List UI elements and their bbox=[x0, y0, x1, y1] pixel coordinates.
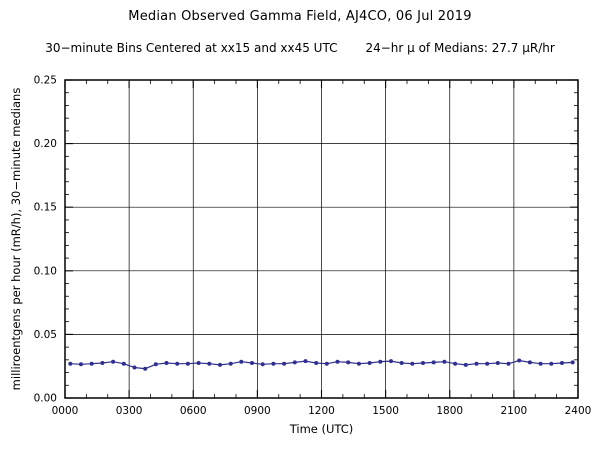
data-point-marker bbox=[389, 359, 393, 364]
data-point-marker bbox=[292, 360, 297, 365]
x-tick-label: 0300 bbox=[116, 405, 143, 417]
data-point-marker bbox=[560, 361, 564, 365]
data-point-marker bbox=[143, 366, 148, 371]
data-point-marker bbox=[356, 361, 361, 366]
data-point-marker bbox=[121, 361, 126, 366]
x-axis-title: Time (UTC) bbox=[289, 422, 354, 436]
data-point-marker bbox=[453, 361, 458, 366]
data-point-marker bbox=[421, 361, 425, 365]
data-point-marker bbox=[89, 361, 94, 366]
data-point-marker bbox=[463, 362, 468, 367]
y-tick-label: 0.05 bbox=[34, 329, 57, 341]
data-point-marker bbox=[527, 360, 532, 365]
y-tick-label: 0.00 bbox=[34, 393, 57, 405]
plot-box bbox=[64, 79, 579, 399]
data-point-marker bbox=[271, 361, 276, 366]
x-tick-label: 0000 bbox=[52, 405, 79, 417]
x-tick-label: 0600 bbox=[180, 405, 207, 417]
data-point-marker bbox=[410, 361, 415, 366]
data-point-marker bbox=[324, 361, 329, 366]
x-tick-label: 2400 bbox=[565, 405, 592, 417]
data-point-marker bbox=[570, 360, 575, 365]
data-point-marker bbox=[335, 359, 340, 364]
x-tick-label: 1800 bbox=[436, 405, 463, 417]
data-point-marker bbox=[549, 361, 554, 366]
data-point-marker bbox=[218, 362, 222, 367]
x-tick-label: 2100 bbox=[501, 405, 528, 417]
data-point-marker bbox=[185, 361, 190, 366]
data-point-marker bbox=[399, 361, 404, 365]
data-point-marker bbox=[111, 359, 116, 364]
data-point-marker bbox=[346, 360, 351, 365]
data-point-marker bbox=[207, 361, 212, 366]
subtitle-mean-text: 24−hr μ of Medians: 27.7 μR/hr bbox=[365, 41, 555, 55]
data-point-marker bbox=[367, 361, 372, 365]
y-tick-label: 0.15 bbox=[34, 202, 57, 214]
data-point-marker bbox=[153, 362, 158, 367]
data-point-marker bbox=[431, 360, 436, 365]
data-point-marker bbox=[282, 361, 287, 366]
data-point-marker bbox=[442, 359, 447, 364]
data-point-marker bbox=[538, 361, 543, 366]
data-point-marker bbox=[228, 361, 233, 366]
chart-subtitle: 30−minute Bins Centered at xx15 and xx45… bbox=[0, 41, 600, 55]
x-tick-label: 1200 bbox=[308, 405, 335, 417]
subtitle-bins-text: 30−minute Bins Centered at xx15 and xx45… bbox=[45, 41, 338, 55]
y-tick-label: 0.10 bbox=[34, 265, 57, 277]
y-tick-label: 0.20 bbox=[34, 138, 57, 150]
chart-title: Median Observed Gamma Field, AJ4CO, 06 J… bbox=[128, 9, 472, 24]
y-tick-label: 0.25 bbox=[34, 75, 57, 87]
data-point-marker bbox=[100, 361, 105, 365]
data-point-marker bbox=[239, 359, 244, 364]
data-point-marker bbox=[250, 361, 254, 365]
data-point-marker bbox=[68, 361, 73, 366]
x-tick-label: 0900 bbox=[244, 405, 271, 417]
data-point-marker bbox=[495, 361, 500, 365]
data-point-marker bbox=[196, 361, 201, 365]
data-point-marker bbox=[303, 359, 308, 364]
data-point-marker bbox=[79, 362, 83, 367]
data-point-marker bbox=[485, 361, 490, 366]
data-point-marker bbox=[314, 361, 319, 365]
data-point-marker bbox=[517, 358, 522, 363]
data-point-marker bbox=[506, 361, 511, 366]
data-point-marker bbox=[474, 361, 479, 366]
x-tick-label: 1500 bbox=[372, 405, 399, 417]
data-point-marker bbox=[378, 359, 383, 364]
data-point-marker bbox=[260, 362, 265, 367]
y-axis-title: milliroentgens per hour (mR/h), 30−minut… bbox=[9, 88, 23, 391]
data-point-marker bbox=[132, 365, 137, 370]
data-point-marker bbox=[164, 361, 169, 365]
data-point-marker bbox=[175, 361, 180, 366]
